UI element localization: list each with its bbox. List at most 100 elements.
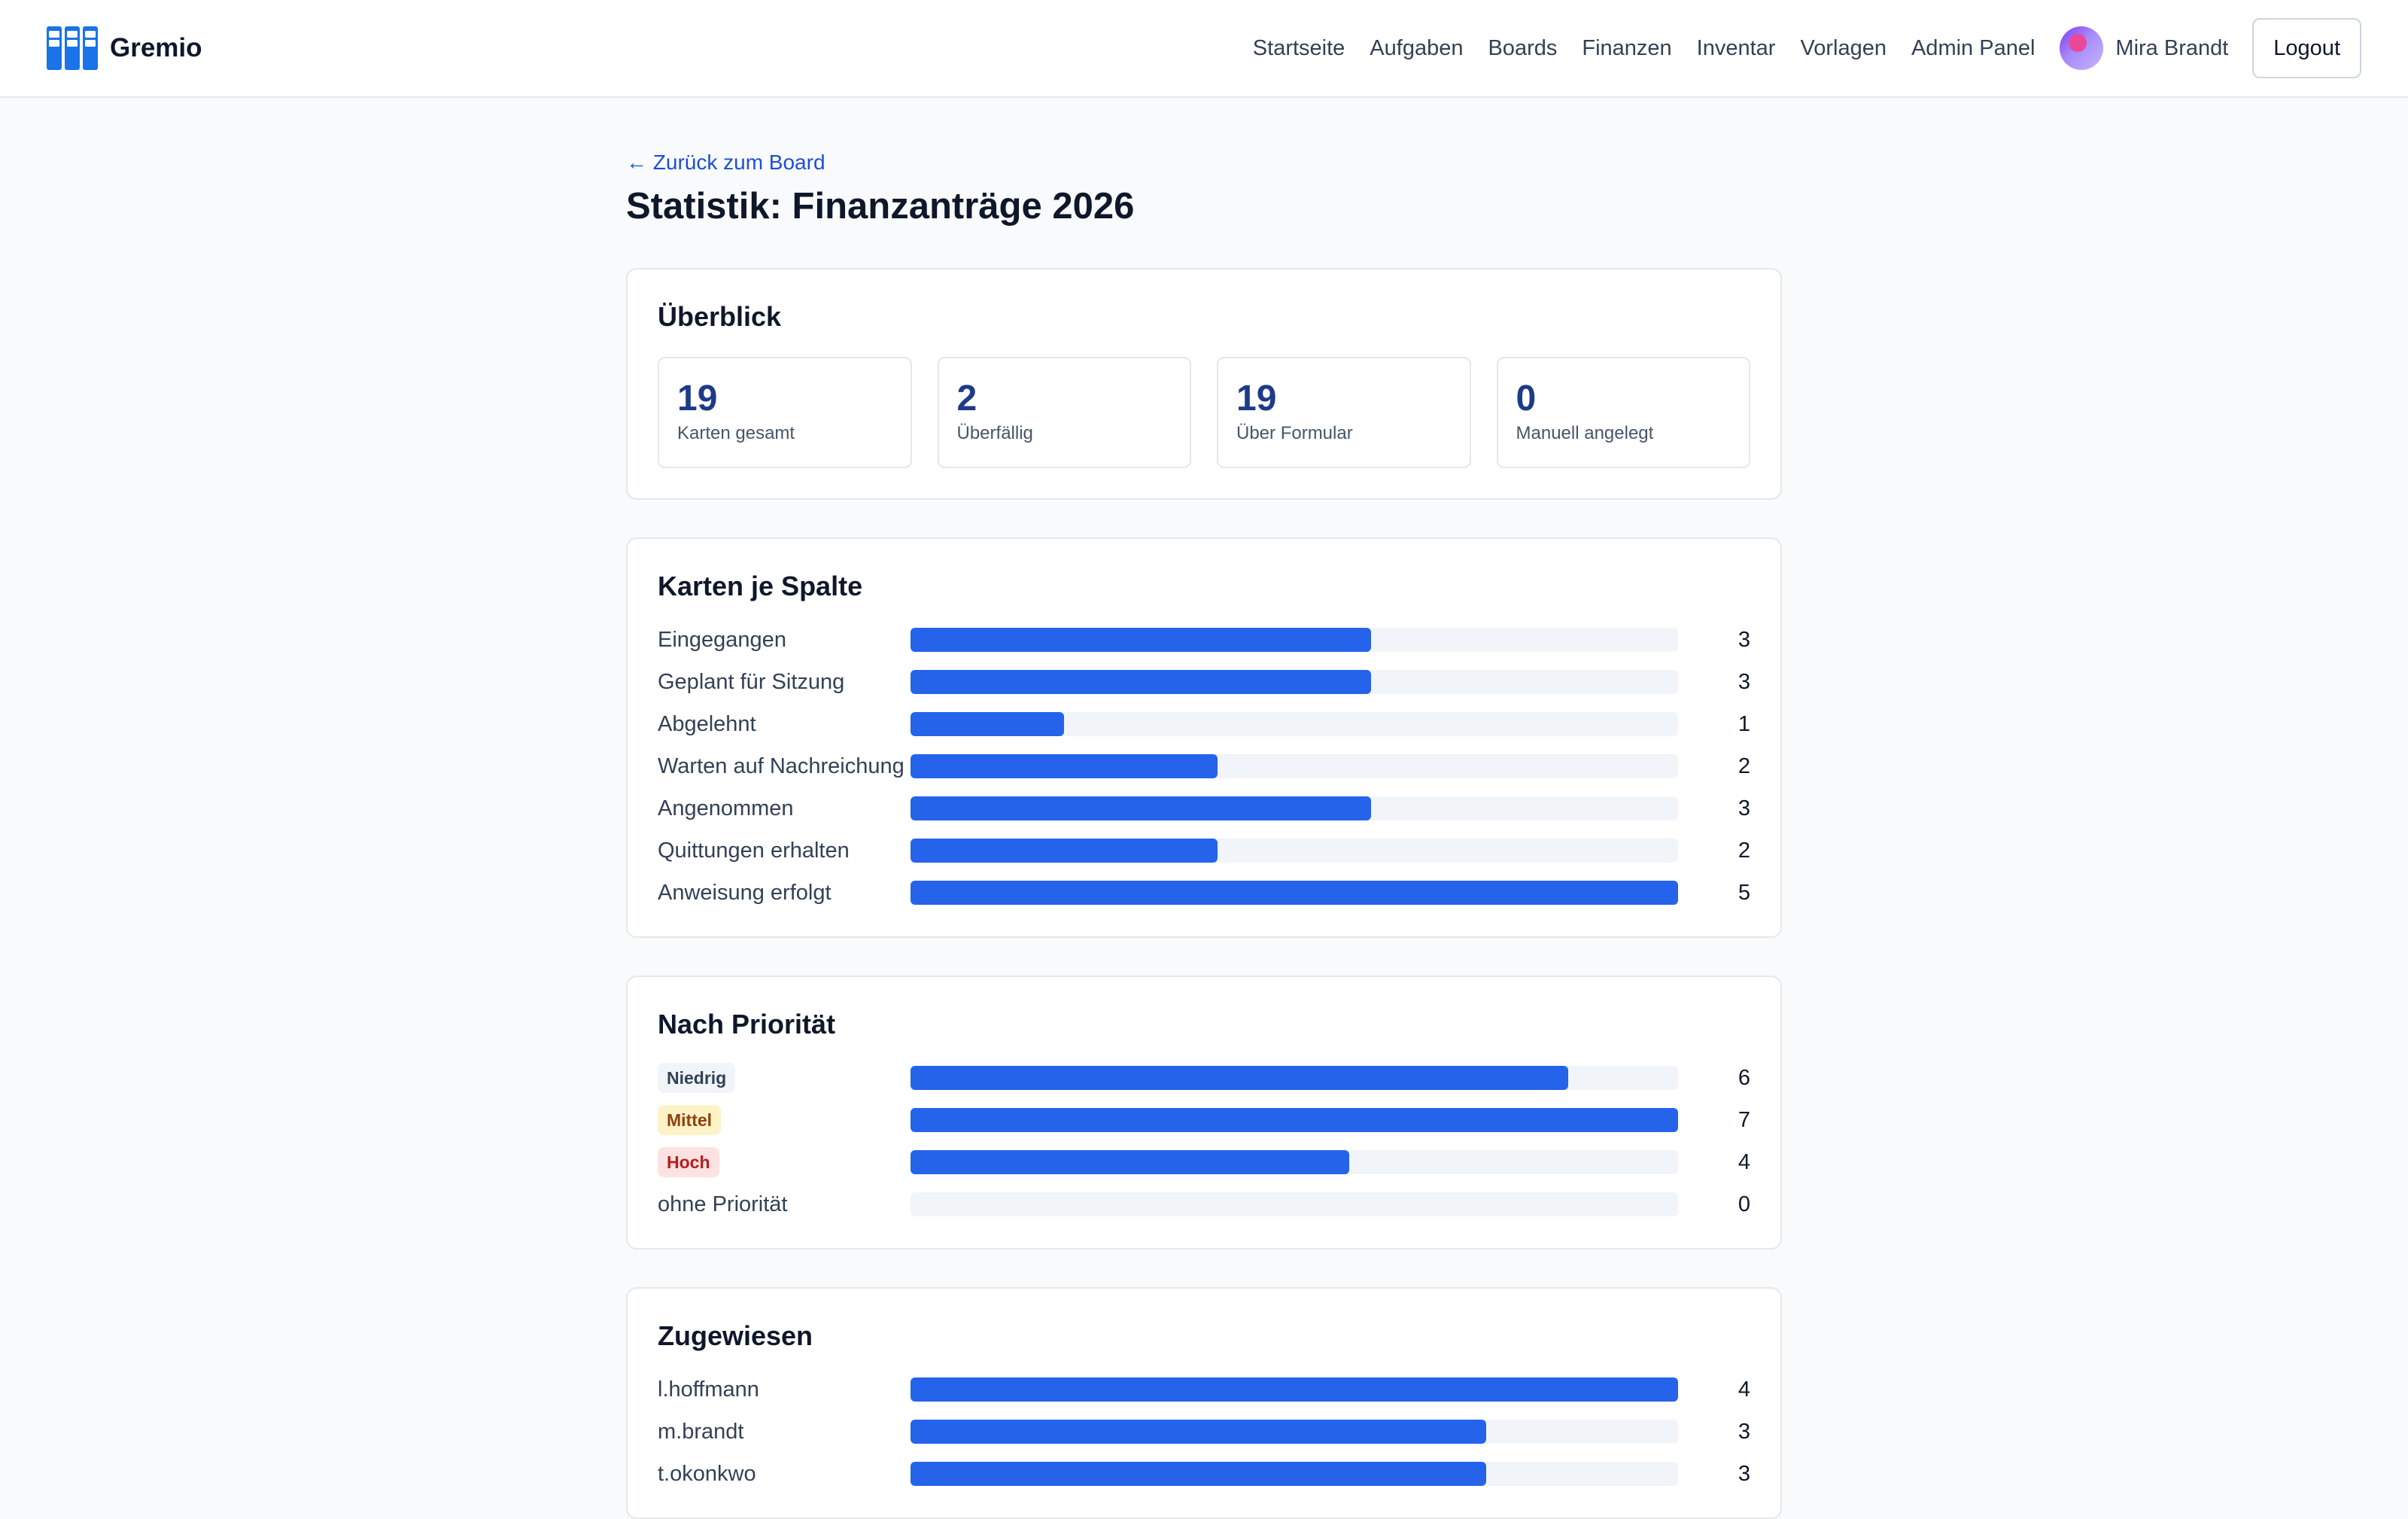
bar-track: [911, 628, 1678, 652]
assigned-title: Zugewiesen: [658, 1320, 813, 1351]
bar-value: 4: [1738, 1149, 1750, 1174]
bar-value: 3: [1738, 796, 1750, 820]
back-to-board-link[interactable]: ← Zurück zum Board: [626, 151, 825, 174]
bar-value: 7: [1738, 1107, 1750, 1132]
bar-row: ohne Priorität 0: [658, 1183, 1750, 1225]
bar-track: [911, 796, 1678, 820]
bar-row: Mittel 7: [658, 1099, 1750, 1141]
bar-row: Quittungen erhalten 2: [658, 830, 1750, 872]
stat-label: Über Formular: [1236, 423, 1353, 443]
nav-link-vorlagen[interactable]: Vorlagen: [1800, 35, 1887, 60]
bar-track: [911, 1462, 1678, 1486]
bar-row: Eingegangen 3: [658, 619, 1750, 661]
bar-label: Eingegangen: [658, 627, 786, 652]
user-menu[interactable]: Mira Brandt: [2060, 26, 2228, 70]
stat-via-form: 19 Über Formular: [1217, 357, 1471, 468]
bar-label: Warten auf Nachreichung: [658, 753, 905, 778]
cards-per-column-bars: Eingegangen 3 Geplant für Sitzung 3 Abgelehn…: [658, 619, 1750, 914]
bar-row: Niedrig 6: [658, 1057, 1750, 1099]
bar-row: Geplant für Sitzung 3: [658, 661, 1750, 703]
bar-value: 5: [1738, 880, 1750, 905]
cards-per-column-title: Karten je Spalte: [658, 571, 863, 601]
bar-value: 3: [1738, 1419, 1750, 1444]
bar-value: 3: [1738, 669, 1750, 694]
bar-fill: [911, 796, 1371, 820]
bar-fill: [911, 881, 1678, 905]
priority-badge-cell: Niedrig: [658, 1063, 911, 1093]
bar-value: 3: [1738, 1461, 1750, 1486]
user-name: Mira Brandt: [2115, 35, 2229, 60]
page-title: Statistik: Finanzanträge 2026: [626, 186, 1135, 227]
bar-fill: [911, 670, 1371, 694]
nav-link-inventar[interactable]: Inventar: [1696, 35, 1776, 60]
logout-button[interactable]: Logout: [2252, 18, 2361, 78]
bar-track: [911, 1420, 1678, 1444]
brand-name: Gremio: [110, 33, 202, 62]
bar-row: Abgelehnt 1: [658, 703, 1750, 745]
avatar-accent: [2069, 34, 2087, 52]
priority-badge: Niedrig: [658, 1063, 736, 1093]
stat-overdue: 2 Überfällig: [937, 357, 1191, 468]
bar-fill: [911, 1377, 1678, 1402]
assigned-card: Zugewiesen l.hoffmann 4 m.brandt 3 t.okonkwo…: [626, 1287, 1782, 1519]
bar-row: Anweisung erfolgt 5: [658, 872, 1750, 914]
bar-fill: [911, 1462, 1486, 1486]
stat-value: 0: [1516, 379, 1537, 419]
bar-fill: [911, 1150, 1349, 1174]
nav-link-admin-panel[interactable]: Admin Panel: [1911, 35, 2036, 60]
bar-label: Geplant für Sitzung: [658, 669, 845, 694]
avatar: [2060, 26, 2104, 70]
bar-label: Quittungen erhalten: [658, 838, 850, 863]
bar-label: l.hoffmann: [658, 1377, 759, 1402]
main-content: ← Zurück zum Board Statistik: Finanzantr…: [626, 151, 1782, 1519]
bar-value: 1: [1738, 711, 1750, 736]
bar-fill: [911, 628, 1371, 652]
nav-link-finanzen[interactable]: Finanzen: [1582, 35, 1672, 60]
priority-card: Nach Priorität Niedrig 6 Mittel 7 Hoch 4 ohne …: [626, 976, 1782, 1250]
bar-value: 2: [1738, 838, 1750, 863]
stat-label: Karten gesamt: [677, 423, 795, 443]
priority-badge-cell: Hoch: [658, 1147, 911, 1177]
bar-track: [911, 1108, 1678, 1132]
bar-label: Angenommen: [658, 796, 794, 820]
nav-link-startseite[interactable]: Startseite: [1252, 35, 1345, 60]
assigned-bars: l.hoffmann 4 m.brandt 3 t.okonkwo 3: [658, 1368, 1750, 1495]
priority-badge: Mittel: [658, 1105, 722, 1135]
bar-track: [911, 1192, 1678, 1216]
bar-row: m.brandt 3: [658, 1411, 1750, 1453]
main-nav: Startseite Aufgaben Boards Finanzen Inve…: [1253, 18, 2361, 78]
overview-card: Überblick 19 Karten gesamt 2 Überfällig …: [626, 268, 1782, 500]
bar-value: 3: [1738, 627, 1750, 652]
stat-value: 19: [677, 379, 718, 419]
priority-title: Nach Priorität: [658, 1009, 836, 1040]
stat-value: 2: [956, 379, 977, 419]
priority-bars: Niedrig 6 Mittel 7 Hoch 4 ohne Priorität 0: [658, 1057, 1750, 1225]
bar-fill: [911, 1420, 1486, 1444]
bar-track: [911, 670, 1678, 694]
bar-row: Hoch 4: [658, 1141, 1750, 1183]
top-navigation-bar: Gremio Startseite Aufgaben Boards Finanz…: [0, 0, 2408, 98]
bar-track: [911, 1377, 1678, 1402]
bar-fill: [911, 1066, 1569, 1090]
nav-link-aufgaben[interactable]: Aufgaben: [1370, 35, 1464, 60]
priority-badge-cell: Mittel: [658, 1105, 911, 1135]
bar-value: 4: [1738, 1377, 1750, 1402]
brand[interactable]: Gremio: [47, 26, 202, 71]
bar-fill: [911, 712, 1064, 736]
bar-row: t.okonkwo 3: [658, 1453, 1750, 1495]
bar-label: ohne Priorität: [658, 1192, 788, 1216]
bar-track: [911, 754, 1678, 778]
bar-track: [911, 1150, 1678, 1174]
stat-manual: 0 Manuell angelegt: [1496, 357, 1750, 468]
nav-link-boards[interactable]: Boards: [1488, 35, 1558, 60]
bar-label: t.okonkwo: [658, 1461, 756, 1486]
gremio-logo-icon: [47, 26, 98, 70]
overview-title: Überblick: [658, 301, 782, 332]
bar-track: [911, 881, 1678, 905]
cards-per-column-card: Karten je Spalte Eingegangen 3 Geplant für…: [626, 537, 1782, 938]
bar-label: Abgelehnt: [658, 711, 756, 736]
stat-label: Überfällig: [956, 423, 1033, 443]
bar-track: [911, 839, 1678, 863]
bar-track: [911, 1066, 1678, 1090]
bar-value: 0: [1738, 1192, 1750, 1216]
